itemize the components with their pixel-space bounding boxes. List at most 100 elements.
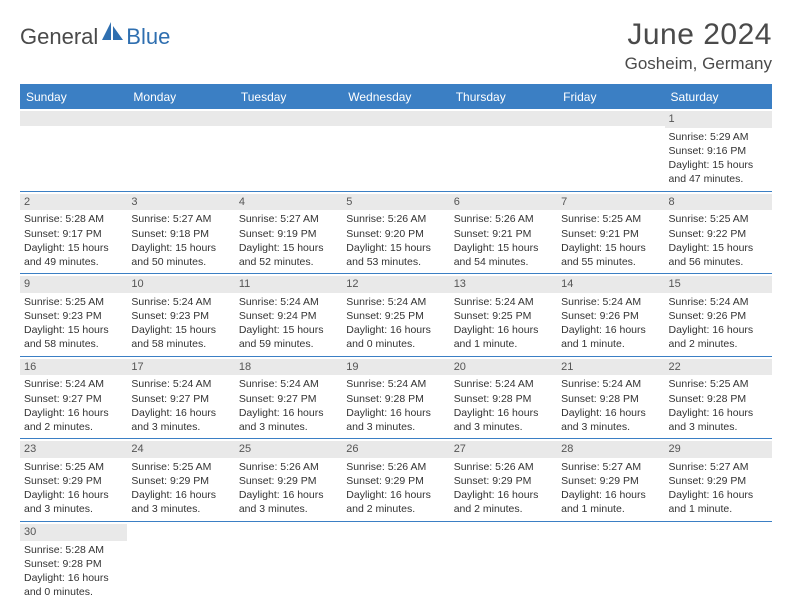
daylight1-text: Daylight: 16 hours (669, 488, 768, 502)
sunrise-text: Sunrise: 5:24 AM (239, 295, 338, 309)
sunset-text: Sunset: 9:29 PM (561, 474, 660, 488)
day-header: Wednesday (342, 86, 449, 109)
daylight2-text: and 55 minutes. (561, 255, 660, 269)
day-number (450, 524, 557, 539)
empty-cell (450, 109, 557, 191)
day-cell: 11Sunrise: 5:24 AMSunset: 9:24 PMDayligh… (235, 274, 342, 356)
day-cell: 9Sunrise: 5:25 AMSunset: 9:23 PMDaylight… (20, 274, 127, 356)
daylight1-text: Daylight: 15 hours (131, 241, 230, 255)
day-number: 16 (20, 359, 127, 376)
sunrise-text: Sunrise: 5:25 AM (24, 460, 123, 474)
day-cell: 8Sunrise: 5:25 AMSunset: 9:22 PMDaylight… (665, 192, 772, 274)
sunset-text: Sunset: 9:28 PM (454, 392, 553, 406)
title-block: June 2024 Gosheim, Germany (625, 18, 772, 74)
sunset-text: Sunset: 9:29 PM (669, 474, 768, 488)
day-cell: 20Sunrise: 5:24 AMSunset: 9:28 PMDayligh… (450, 357, 557, 439)
week-row: 9Sunrise: 5:25 AMSunset: 9:23 PMDaylight… (20, 274, 772, 357)
day-number: 7 (557, 194, 664, 211)
daylight2-text: and 49 minutes. (24, 255, 123, 269)
daylight1-text: Daylight: 15 hours (454, 241, 553, 255)
brand-part1: General (20, 24, 98, 50)
day-cell: 24Sunrise: 5:25 AMSunset: 9:29 PMDayligh… (127, 439, 234, 521)
sunrise-text: Sunrise: 5:26 AM (454, 460, 553, 474)
day-number: 11 (235, 276, 342, 293)
daylight2-text: and 1 minute. (669, 502, 768, 516)
day-header: Thursday (450, 86, 557, 109)
sunrise-text: Sunrise: 5:24 AM (346, 377, 445, 391)
empty-cell (450, 522, 557, 604)
daylight1-text: Daylight: 15 hours (131, 323, 230, 337)
daylight1-text: Daylight: 15 hours (239, 323, 338, 337)
sunset-text: Sunset: 9:20 PM (346, 227, 445, 241)
sunset-text: Sunset: 9:29 PM (454, 474, 553, 488)
sunset-text: Sunset: 9:17 PM (24, 227, 123, 241)
daylight2-text: and 59 minutes. (239, 337, 338, 351)
day-cell: 17Sunrise: 5:24 AMSunset: 9:27 PMDayligh… (127, 357, 234, 439)
day-number (450, 111, 557, 126)
daylight1-text: Daylight: 16 hours (669, 406, 768, 420)
day-number: 10 (127, 276, 234, 293)
day-number (127, 111, 234, 126)
location: Gosheim, Germany (625, 54, 772, 74)
empty-cell (557, 522, 664, 604)
day-number: 9 (20, 276, 127, 293)
day-number (665, 524, 772, 539)
daylight2-text: and 0 minutes. (346, 337, 445, 351)
day-number (127, 524, 234, 539)
sunrise-text: Sunrise: 5:28 AM (24, 543, 123, 557)
daylight2-text: and 3 minutes. (239, 420, 338, 434)
sunrise-text: Sunrise: 5:27 AM (669, 460, 768, 474)
sunrise-text: Sunrise: 5:26 AM (346, 212, 445, 226)
sunrise-text: Sunrise: 5:24 AM (454, 295, 553, 309)
day-number (20, 111, 127, 126)
sunset-text: Sunset: 9:27 PM (131, 392, 230, 406)
brand-part2: Blue (126, 24, 170, 50)
day-number: 18 (235, 359, 342, 376)
empty-cell (127, 522, 234, 604)
daylight2-text: and 0 minutes. (24, 585, 123, 599)
daylight1-text: Daylight: 15 hours (239, 241, 338, 255)
weeks-container: 1Sunrise: 5:29 AMSunset: 9:16 PMDaylight… (20, 109, 772, 603)
daylight2-text: and 58 minutes. (131, 337, 230, 351)
day-cell: 23Sunrise: 5:25 AMSunset: 9:29 PMDayligh… (20, 439, 127, 521)
sunset-text: Sunset: 9:23 PM (131, 309, 230, 323)
sunset-text: Sunset: 9:26 PM (561, 309, 660, 323)
daylight1-text: Daylight: 15 hours (24, 241, 123, 255)
day-number: 13 (450, 276, 557, 293)
day-number: 5 (342, 194, 449, 211)
daylight2-text: and 54 minutes. (454, 255, 553, 269)
day-header: Friday (557, 86, 664, 109)
daylight1-text: Daylight: 16 hours (454, 323, 553, 337)
sunset-text: Sunset: 9:25 PM (454, 309, 553, 323)
daylight1-text: Daylight: 16 hours (561, 406, 660, 420)
daylight1-text: Daylight: 16 hours (24, 571, 123, 585)
daylight1-text: Daylight: 16 hours (239, 406, 338, 420)
sunrise-text: Sunrise: 5:24 AM (561, 295, 660, 309)
day-cell: 10Sunrise: 5:24 AMSunset: 9:23 PMDayligh… (127, 274, 234, 356)
daylight1-text: Daylight: 16 hours (24, 488, 123, 502)
day-cell: 6Sunrise: 5:26 AMSunset: 9:21 PMDaylight… (450, 192, 557, 274)
day-cell: 22Sunrise: 5:25 AMSunset: 9:28 PMDayligh… (665, 357, 772, 439)
daylight1-text: Daylight: 15 hours (669, 241, 768, 255)
sunset-text: Sunset: 9:23 PM (24, 309, 123, 323)
daylight2-text: and 52 minutes. (239, 255, 338, 269)
day-cell: 14Sunrise: 5:24 AMSunset: 9:26 PMDayligh… (557, 274, 664, 356)
day-number: 20 (450, 359, 557, 376)
sunset-text: Sunset: 9:16 PM (669, 144, 768, 158)
day-number: 6 (450, 194, 557, 211)
daylight1-text: Daylight: 16 hours (346, 323, 445, 337)
day-header: Sunday (20, 86, 127, 109)
sunrise-text: Sunrise: 5:24 AM (454, 377, 553, 391)
day-number: 30 (20, 524, 127, 541)
day-cell: 13 Sunrise: 5:24 AMSunset: 9:25 PMDayligh… (450, 274, 557, 356)
day-number (235, 524, 342, 539)
day-cell: 2Sunrise: 5:28 AMSunset: 9:17 PMDaylight… (20, 192, 127, 274)
day-cell: 29Sunrise: 5:27 AMSunset: 9:29 PMDayligh… (665, 439, 772, 521)
sunrise-text: Sunrise: 5:24 AM (131, 377, 230, 391)
daylight1-text: Daylight: 15 hours (24, 323, 123, 337)
daylight1-text: Daylight: 16 hours (131, 406, 230, 420)
day-number: 8 (665, 194, 772, 211)
day-header-row: SundayMondayTuesdayWednesdayThursdayFrid… (20, 86, 772, 109)
daylight1-text: Daylight: 16 hours (131, 488, 230, 502)
sunset-text: Sunset: 9:29 PM (346, 474, 445, 488)
